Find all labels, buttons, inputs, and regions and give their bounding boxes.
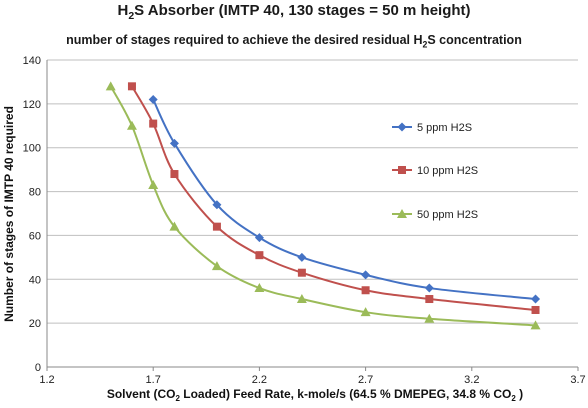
legend-marker xyxy=(397,122,407,132)
data-point xyxy=(361,286,370,295)
data-point xyxy=(296,294,307,304)
y-axis-label: Number of stages of IMTP 40 required xyxy=(2,106,16,322)
legend-item: 50 ppm H2S xyxy=(392,209,478,221)
data-point xyxy=(105,81,116,91)
data-point xyxy=(530,320,541,330)
x-tick-label: 1.2 xyxy=(39,374,54,386)
y-tick-label: 20 xyxy=(29,318,41,330)
chart-title: H2S Absorber (IMTP 40, 130 stages = 50 m… xyxy=(117,2,471,22)
data-point xyxy=(360,307,371,317)
data-point xyxy=(148,94,158,104)
data-point xyxy=(169,221,180,231)
chart-subtitle: number of stages required to achieve the… xyxy=(66,33,522,50)
data-point xyxy=(361,270,371,280)
series-line xyxy=(131,85,536,311)
series-group xyxy=(105,81,541,330)
data-point xyxy=(127,82,136,91)
data-point xyxy=(169,138,179,148)
data-point xyxy=(254,233,264,243)
data-point xyxy=(531,294,541,304)
series-1 xyxy=(127,82,540,314)
data-point xyxy=(297,268,306,277)
data-point xyxy=(149,119,158,128)
x-tick-labels: 1.2 1.7 2.2 2.7 3.2 3.7 xyxy=(39,374,585,386)
y-tick-label: 140 xyxy=(23,55,41,67)
legend-item: 10 ppm H2S xyxy=(392,165,478,177)
data-point xyxy=(148,179,159,189)
y-tick-label: 40 xyxy=(29,274,41,286)
gridlines xyxy=(47,59,578,368)
y-tick-label: 100 xyxy=(23,143,41,155)
data-point xyxy=(254,283,265,293)
legend-label: 5 ppm H2S xyxy=(417,122,472,134)
y-tick-label: 60 xyxy=(29,230,41,242)
legend-marker xyxy=(398,166,406,174)
data-point xyxy=(170,170,179,179)
series-line xyxy=(152,99,536,301)
y-tick-label: 80 xyxy=(29,187,41,199)
x-axis-label: Solvent (CO2 Loaded) Feed Rate, k-mole/s… xyxy=(107,387,523,403)
data-point xyxy=(212,200,222,210)
axes xyxy=(46,60,579,371)
data-point xyxy=(212,222,221,231)
data-point xyxy=(531,305,540,314)
legend-label: 50 ppm H2S xyxy=(417,209,478,221)
data-point xyxy=(297,252,307,262)
y-tick-label: 0 xyxy=(35,362,41,374)
data-point xyxy=(211,261,222,271)
series-2 xyxy=(105,81,541,330)
legend: 5 ppm H2S 10 ppm H2S 50 ppm H2S xyxy=(392,122,478,221)
x-tick-label: 2.2 xyxy=(252,374,267,386)
data-point xyxy=(425,295,434,304)
legend-marker xyxy=(397,209,407,218)
data-point xyxy=(255,251,264,260)
data-point xyxy=(424,283,434,293)
x-tick-label: 2.7 xyxy=(358,374,373,386)
data-point xyxy=(424,313,435,323)
x-tick-label: 3.7 xyxy=(570,374,585,386)
y-tick-labels: 0 20 40 60 80 100 120 140 xyxy=(23,55,41,374)
series-0 xyxy=(148,94,541,304)
data-point xyxy=(126,120,137,130)
x-tick-label: 3.2 xyxy=(464,374,479,386)
series-line xyxy=(109,85,536,327)
legend-label: 10 ppm H2S xyxy=(417,165,478,177)
x-tick-label: 1.7 xyxy=(146,374,161,386)
legend-item: 5 ppm H2S xyxy=(392,122,472,134)
y-tick-label: 120 xyxy=(23,99,41,111)
